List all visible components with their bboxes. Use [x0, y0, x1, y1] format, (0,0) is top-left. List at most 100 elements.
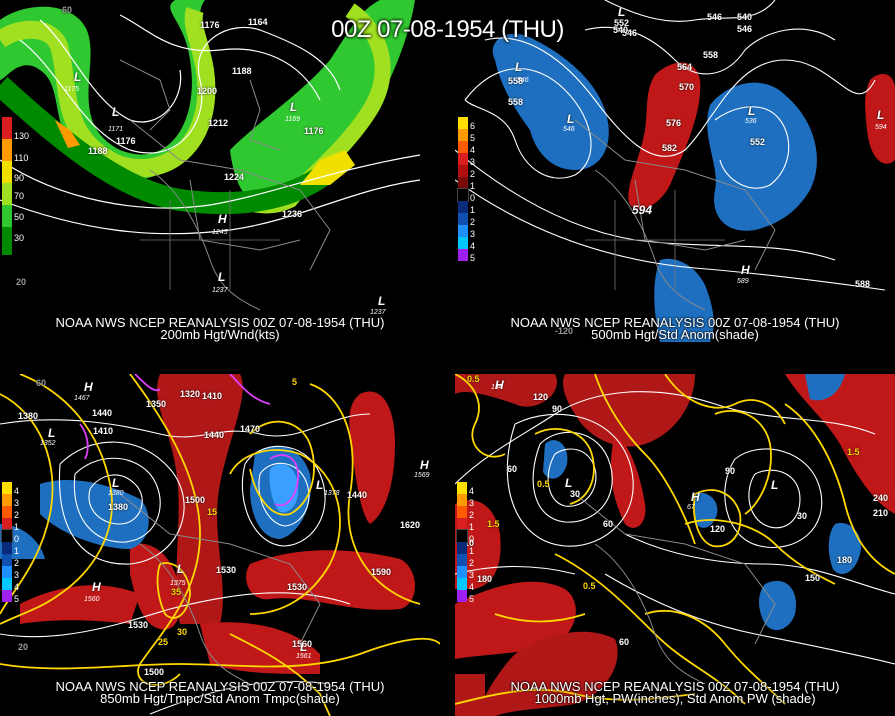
- legend-label: 5: [470, 133, 476, 143]
- legend-label: 50: [14, 212, 25, 222]
- pw-label: 1.5: [847, 447, 860, 457]
- pw-label: 0.5: [467, 374, 480, 384]
- legend-label: 0: [14, 534, 20, 544]
- contour-label: 1380: [108, 502, 129, 512]
- contour-label: 210: [873, 508, 889, 518]
- legend-label: 4: [470, 145, 476, 155]
- temp-label: 30: [177, 627, 188, 637]
- low-value: 546: [563, 126, 575, 133]
- legend-label: 5: [470, 253, 476, 263]
- legend-label: 70: [14, 191, 25, 201]
- contour-label: 1176: [304, 126, 324, 136]
- contour-label: 1530: [216, 565, 237, 575]
- panel-caption: NOAA NWS NCEP REANALYSIS 00Z 07-08-1954 …: [55, 315, 385, 330]
- pw-label: 0.5: [583, 581, 596, 591]
- low-marker: L: [74, 70, 82, 84]
- contour-label: 564: [677, 62, 693, 72]
- lon-label: -120: [555, 326, 574, 336]
- low-marker: 594: [632, 203, 653, 217]
- low-value: 1378: [324, 490, 340, 497]
- high-value: 1245: [212, 229, 228, 236]
- contour-label: 60: [507, 464, 518, 474]
- contour-label: 1200: [197, 86, 218, 96]
- legend-label: 6: [470, 121, 476, 131]
- legend-label: 5: [14, 594, 20, 604]
- temp-label: 15: [207, 507, 218, 517]
- contour-label: 60: [619, 637, 630, 647]
- low-value: 1237: [370, 309, 386, 316]
- contour-label: 546: [622, 28, 638, 38]
- low-marker: L: [748, 104, 756, 118]
- contour-label: 552: [750, 137, 766, 147]
- legend-label: 90: [14, 173, 25, 183]
- contour-label: 540: [737, 12, 753, 22]
- high-marker: H: [84, 380, 93, 394]
- high-marker: H: [691, 490, 700, 504]
- contour-label: 576: [666, 118, 682, 128]
- contour-label: 546: [707, 12, 723, 22]
- low-value: 1171: [108, 126, 124, 133]
- legend-label: 30: [14, 233, 25, 243]
- low-marker: L: [771, 478, 779, 492]
- high-value: 1569: [414, 472, 430, 479]
- panel-850mb: 60 20 1380 1440 1410 1350 1320 1410 1470…: [0, 374, 440, 716]
- contour-label: 1440: [204, 430, 225, 440]
- low-value: 546: [517, 77, 529, 84]
- legend-label: 3: [469, 498, 475, 508]
- contour-label: 1530: [287, 582, 308, 592]
- panel-subcaption: 1000mb Hgt, PW(inches), Std Anom PW (sha…: [534, 691, 816, 706]
- contour-label: 1470: [240, 424, 261, 434]
- high-marker: H: [92, 580, 101, 594]
- contour-label: 1530: [128, 620, 149, 630]
- low-marker: L: [112, 105, 120, 119]
- low-marker: L: [112, 476, 120, 490]
- contour-label: 1500: [144, 667, 165, 677]
- legend-label: 2: [470, 217, 476, 227]
- legend-label: 2: [14, 558, 20, 568]
- pw-label: 1.5: [487, 519, 500, 529]
- high-value: 67: [687, 504, 695, 511]
- map-500mb: [455, 0, 895, 342]
- contour-label: 180: [837, 555, 853, 565]
- map-850mb: [0, 374, 440, 716]
- contour-label: 1410: [93, 426, 114, 436]
- panel-1000mb: 0.5 120 90 60 30 0.5 1.5 60 90 120 150 1…: [455, 374, 895, 716]
- legend-label: 0: [469, 534, 475, 544]
- temp-label: 5: [292, 377, 298, 387]
- contour-label: 180: [477, 574, 493, 584]
- contour-label: 582: [662, 143, 678, 153]
- high-marker: H: [420, 458, 429, 472]
- legend-label: 0: [470, 193, 476, 203]
- low-marker: L: [567, 112, 575, 126]
- low-marker: L: [515, 60, 523, 74]
- low-marker: L: [618, 5, 626, 19]
- temp-label: 25: [158, 637, 169, 647]
- contour-label: 240: [873, 493, 889, 503]
- low-marker: L: [48, 426, 56, 440]
- legend-label: 1: [470, 205, 476, 215]
- contour-label: 1236: [282, 209, 303, 219]
- legend-label: 2: [14, 510, 20, 520]
- panel-caption: NOAA NWS NCEP REANALYSIS 00Z 07-08-1954 …: [510, 315, 840, 330]
- legend-label: 2: [470, 169, 476, 179]
- low-value: 1352: [40, 440, 56, 447]
- legend-label: 1: [469, 522, 475, 532]
- panel-caption: NOAA NWS NCEP REANALYSIS 00Z 07-08-1954 …: [55, 679, 385, 694]
- legend-label: 1: [14, 522, 20, 532]
- legend-label: 1: [469, 546, 475, 556]
- contour-label: 30: [570, 489, 581, 499]
- contour-label: 546: [737, 24, 753, 34]
- low-marker: L: [300, 640, 308, 654]
- panel-subcaption: 850mb Hgt/Tmpc/Std Anom Tmpc(shade): [100, 691, 340, 706]
- low-value: 1380: [108, 490, 124, 497]
- contour-label: 120: [710, 524, 726, 534]
- low-value: 594: [875, 124, 887, 131]
- low-marker: L: [378, 294, 386, 308]
- panel-500mb: -120 552 546 540 540 546 546 558 564 570…: [455, 0, 895, 342]
- contour-label: 120: [533, 392, 549, 402]
- lat-label: 60: [62, 5, 73, 15]
- contour-label: 1188: [88, 146, 108, 156]
- temp-label: 35: [171, 587, 182, 597]
- contour-label: 1590: [371, 567, 392, 577]
- legend-label: 4: [469, 486, 475, 496]
